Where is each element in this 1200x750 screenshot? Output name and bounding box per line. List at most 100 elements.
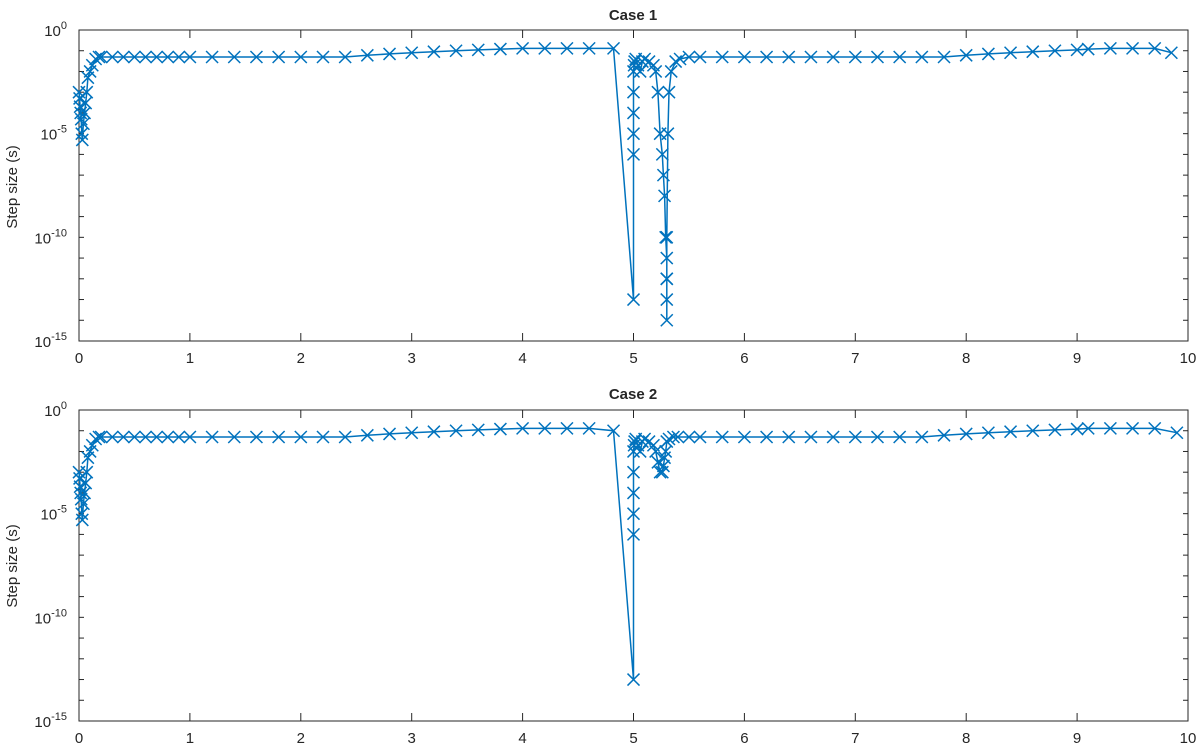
x-tick-label: 8 (962, 350, 970, 367)
data-point-marker (74, 106, 88, 120)
data-point-marker (360, 428, 374, 442)
data-point-marker (660, 230, 674, 244)
data-point-marker (660, 313, 674, 327)
data-point-marker (959, 48, 973, 62)
data-point-marker (660, 251, 674, 265)
data-point-marker (626, 527, 641, 541)
data-point-marker (1026, 45, 1040, 59)
x-tick-label: 4 (518, 730, 526, 747)
data-point-marker (760, 50, 774, 64)
data-point-marker (272, 50, 286, 64)
series (72, 421, 1184, 687)
data-point-marker (382, 47, 397, 61)
data-point-marker (382, 427, 397, 441)
data-point-marker (626, 106, 641, 120)
data-point-marker (870, 50, 885, 64)
data-point-marker (826, 430, 840, 444)
data-point-marker (582, 41, 596, 55)
data-point-marker (227, 50, 241, 64)
data-point-marker (205, 430, 219, 444)
data-point-marker (848, 50, 862, 64)
y-tick-label: 100 (44, 20, 67, 40)
data-point-marker (673, 52, 687, 66)
data-point-marker (73, 100, 87, 114)
data-point-marker (150, 430, 164, 444)
data-point-marker (826, 50, 840, 64)
data-point-marker (715, 430, 729, 444)
data-point-marker (915, 430, 929, 444)
data-point-marker (338, 430, 352, 444)
data-point-marker (660, 293, 674, 307)
data-point-marker (893, 430, 907, 444)
x-tick-label: 9 (1073, 350, 1081, 367)
data-point-marker (94, 50, 108, 64)
data-point-marker (1081, 42, 1095, 56)
x-tick-label: 8 (962, 730, 970, 747)
data-point-marker (294, 430, 308, 444)
x-tick-label: 2 (297, 730, 305, 747)
data-point-marker (655, 147, 669, 161)
data-point-marker (316, 50, 330, 64)
data-point-marker (981, 47, 995, 61)
data-point-marker (538, 41, 552, 55)
data-point-marker (653, 465, 667, 479)
data-point-marker (1126, 421, 1140, 435)
data-point-marker (92, 430, 106, 444)
data-point-marker (161, 430, 175, 444)
x-tick-label: 1 (186, 730, 194, 747)
data-point-marker (316, 430, 330, 444)
y-tick-label: 10-15 (34, 331, 67, 351)
data-point-marker (737, 50, 751, 64)
data-point-marker (626, 127, 641, 141)
data-point-marker (626, 293, 641, 307)
data-point-marker (75, 133, 89, 147)
data-point-marker (249, 430, 263, 444)
data-point-marker (937, 50, 951, 64)
data-point-marker (127, 430, 141, 444)
data-point-marker (662, 85, 676, 99)
y-ticks: 100 10-5 10-10 10-15 (34, 20, 1188, 351)
data-point-marker (782, 430, 796, 444)
data-point-marker (804, 50, 818, 64)
data-point-marker (94, 430, 108, 444)
data-point-marker (105, 50, 119, 64)
y-tick-label: 10-15 (34, 711, 67, 731)
data-point-marker (493, 422, 507, 436)
data-point-marker (79, 476, 93, 490)
data-point-marker (75, 513, 89, 527)
data-point-marker (659, 230, 673, 244)
series (72, 41, 1178, 327)
data-point-marker (76, 117, 90, 131)
data-point-marker (116, 430, 130, 444)
data-point-marker (804, 430, 818, 444)
x-tick-label: 5 (629, 730, 637, 747)
data-point-marker (150, 50, 164, 64)
data-point-marker (915, 50, 929, 64)
data-point-marker (1170, 426, 1184, 440)
x-tick-label: 9 (1073, 730, 1081, 747)
data-point-marker (715, 50, 729, 64)
data-point-marker (660, 272, 674, 286)
data-point-marker (74, 486, 88, 500)
data-point-marker (1126, 41, 1140, 55)
data-point-marker (693, 50, 707, 64)
data-point-marker (626, 507, 641, 521)
data-point-marker (538, 421, 552, 435)
data-point-marker (870, 430, 885, 444)
data-point-marker (560, 421, 574, 435)
data-point-marker (1070, 422, 1084, 436)
data-point-marker (664, 64, 678, 78)
x-tick-label: 10 (1180, 350, 1197, 367)
data-point-marker (626, 147, 641, 161)
data-point-marker (80, 85, 94, 99)
data-point-marker (161, 50, 175, 64)
x-tick-label: 7 (851, 730, 859, 747)
data-point-marker (626, 85, 641, 99)
data-point-marker (360, 48, 374, 62)
x-ticks: 0 1 2 3 4 5 6 7 8 9 10 (75, 30, 1197, 367)
data-point-marker (760, 430, 774, 444)
data-point-marker (80, 465, 94, 479)
data-point-marker (651, 455, 665, 469)
